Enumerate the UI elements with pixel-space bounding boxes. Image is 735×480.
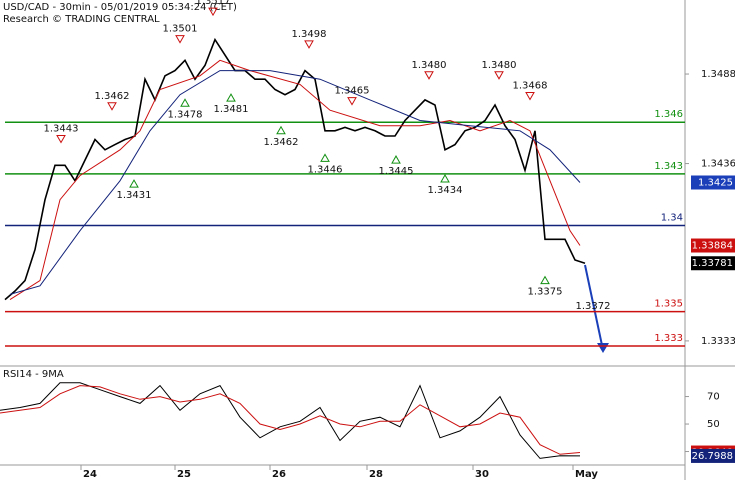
- annotation-label: 1.3375: [528, 287, 563, 298]
- high-marker: [494, 71, 504, 80]
- low-marker: [276, 125, 286, 135]
- high-marker: [525, 91, 535, 101]
- chart-title: USD/CAD - 30min - 05/01/2019 05:34:24 (C…: [3, 2, 237, 13]
- low-marker: [226, 93, 236, 102]
- level-label: 1.34: [661, 213, 683, 224]
- series-line: [0, 382, 581, 459]
- x-tick-label: May: [575, 469, 598, 480]
- projection-arrow: [584, 264, 604, 351]
- y-tick-label: 1.3333: [701, 336, 735, 347]
- y-tick-label: 50: [707, 419, 720, 430]
- annotation-label: 1.3443: [44, 124, 79, 135]
- price-box: [691, 238, 735, 253]
- high-marker: [304, 40, 314, 49]
- series-line: [9, 59, 581, 301]
- high-marker: [424, 71, 434, 80]
- annotation-label: 1.3434: [428, 185, 463, 196]
- series-line: [0, 385, 581, 455]
- annotation-label: 1.3462: [264, 137, 299, 148]
- y-tick-label: 1.3488: [701, 69, 735, 80]
- low-marker: [180, 98, 190, 107]
- rsi-title: RSI14 - 9MA: [3, 369, 64, 380]
- series-line: [4, 37, 586, 301]
- x-tick-label: 25: [177, 469, 191, 480]
- annotation-label: 1.3468: [513, 80, 548, 91]
- annotation-label: 1.3462: [95, 91, 130, 102]
- level-label: 1.343: [654, 161, 683, 172]
- annotation-label: 1.3481: [214, 104, 249, 115]
- high-marker: [107, 102, 117, 111]
- x-tick-label: 30: [475, 469, 489, 480]
- level-label: 1.335: [654, 299, 683, 310]
- annotation-label: 1.3431: [117, 190, 152, 201]
- high-marker: [208, 7, 218, 17]
- annotation-label: 1.3372: [576, 301, 611, 312]
- low-marker: [320, 153, 330, 162]
- annotation-label: 1.3480: [482, 60, 517, 71]
- y-tick-label: 70: [707, 392, 720, 403]
- chart-subtitle: Research © TRADING CENTRAL: [3, 14, 160, 25]
- level-label: 1.346: [654, 109, 683, 120]
- price-box-label: 1.33781: [692, 258, 733, 269]
- price-box: [691, 448, 735, 463]
- x-tick-label: 26: [272, 469, 286, 480]
- price-box-label: 1.3425: [698, 178, 733, 189]
- price-box: [691, 256, 735, 271]
- annotation-label: 1.3501: [163, 24, 198, 35]
- annotation-label: 1.3465: [335, 86, 370, 97]
- low-marker: [391, 155, 401, 164]
- low-marker: [129, 179, 139, 188]
- y-tick-label: 1.3436: [701, 159, 735, 170]
- price-box-label: 1.33884: [692, 241, 733, 252]
- annotation-label: 1.3445: [379, 166, 414, 177]
- low-marker: [440, 173, 450, 183]
- low-marker: [540, 275, 550, 285]
- x-tick-label: 28: [369, 469, 383, 480]
- annotation-label: 1.3517: [196, 0, 231, 7]
- annotation-label: 1.3446: [308, 164, 343, 175]
- x-tick-label: 24: [83, 469, 97, 480]
- annotation-label: 1.3480: [412, 60, 447, 71]
- series-line: [9, 70, 581, 295]
- high-marker: [56, 135, 66, 144]
- price-box: [691, 175, 735, 190]
- high-marker: [175, 35, 185, 44]
- annotation-label: 1.3498: [292, 29, 327, 40]
- annotation-label: 1.3478: [168, 109, 203, 120]
- high-marker: [347, 97, 357, 106]
- level-label: 1.333: [654, 333, 683, 344]
- price-box-label: 26.7988: [692, 451, 733, 462]
